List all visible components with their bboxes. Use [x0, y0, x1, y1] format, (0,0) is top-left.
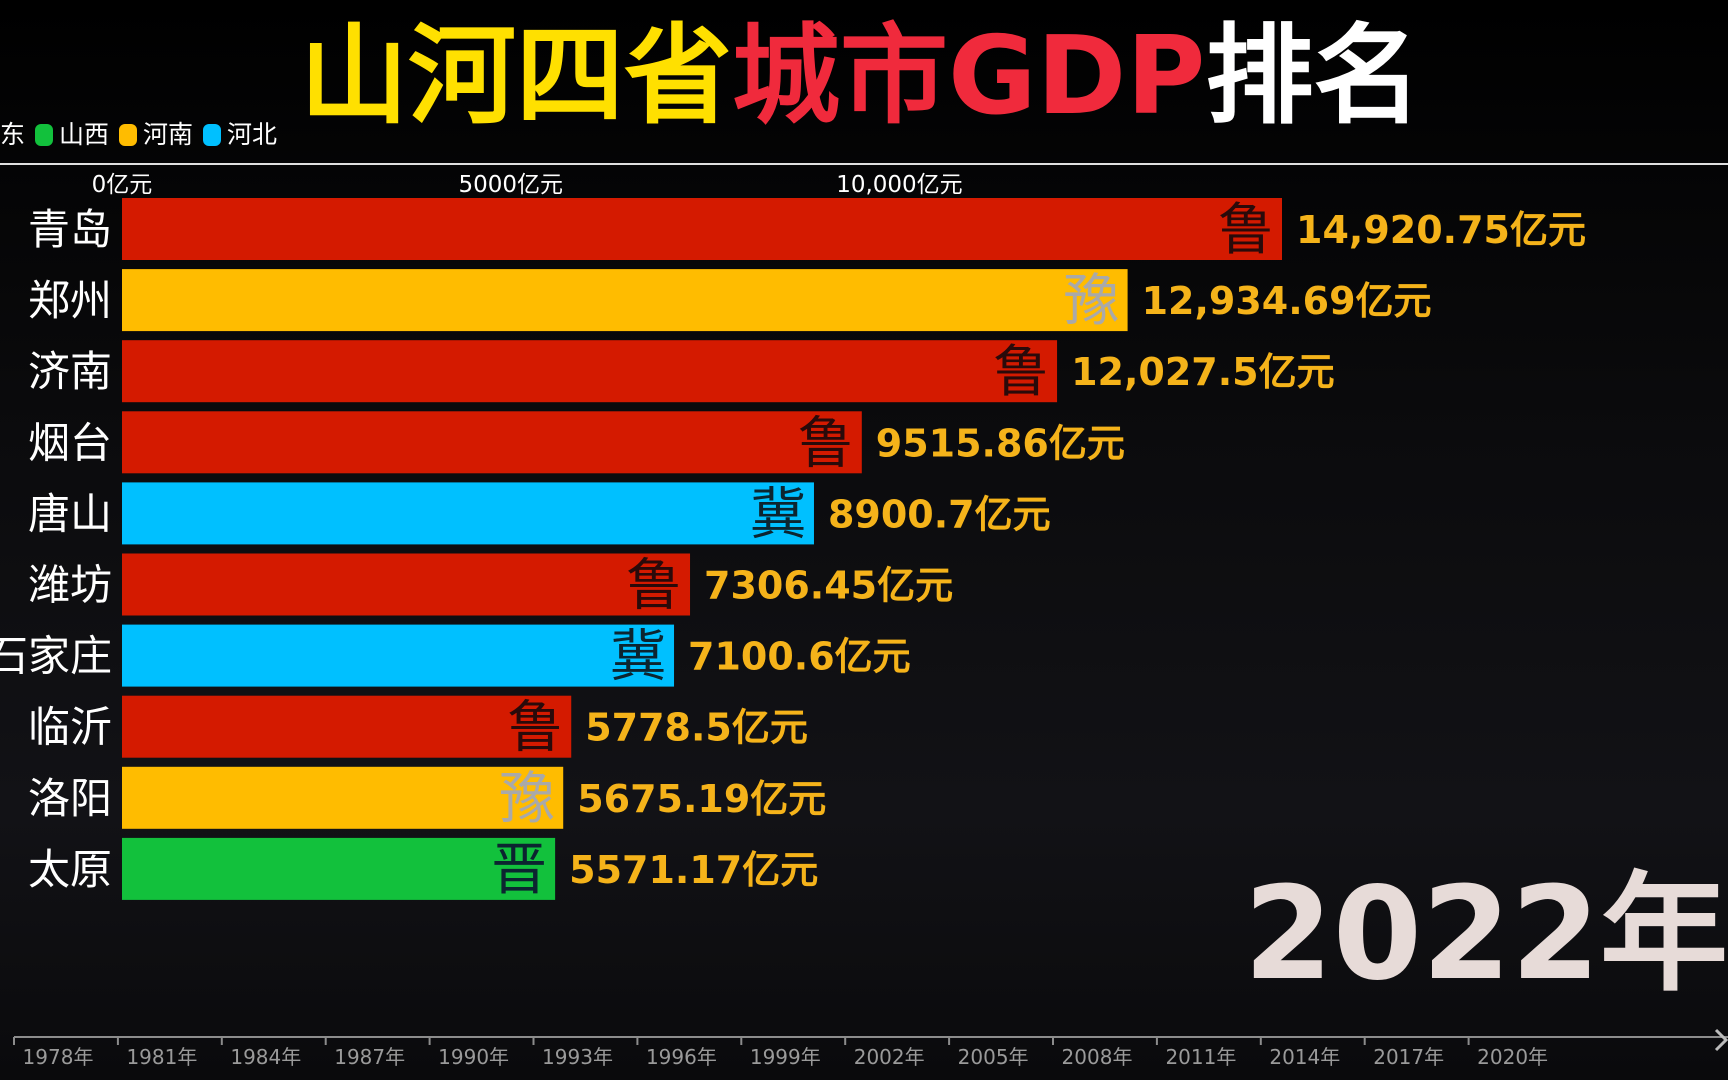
- timeline-label: 1990年: [438, 1045, 509, 1069]
- category-label: 石家庄: [0, 632, 112, 681]
- value-label: 5675.19亿元: [577, 777, 826, 821]
- timeline-label: 1984年: [230, 1045, 301, 1069]
- legend-label: 河北: [227, 120, 278, 149]
- value-label: 12,934.69亿元: [1142, 279, 1432, 323]
- timeline-label: 1978年: [23, 1045, 94, 1069]
- header-divider: [0, 163, 1728, 165]
- bar: [122, 553, 691, 616]
- timeline-label: 2002年: [854, 1045, 925, 1069]
- legend-label: 东: [0, 120, 26, 149]
- legend-swatch: [119, 124, 138, 146]
- category-label: 烟台: [28, 418, 112, 467]
- value-label: 12,027.5亿元: [1071, 350, 1335, 394]
- category-label: 洛阳: [28, 774, 112, 823]
- value-label: 9515.86亿元: [876, 421, 1125, 465]
- timeline-label: 1996年: [646, 1045, 717, 1069]
- province-abbr-label: 鲁: [798, 411, 854, 476]
- chart-title: 山河四省城市GDP排名: [300, 12, 1421, 142]
- title-part-gdp: 城市GDP: [732, 14, 1206, 139]
- value-label: 7100.6亿元: [688, 635, 911, 679]
- x-tick-label: 10,000亿元: [836, 172, 962, 198]
- legend-swatch: [203, 124, 222, 146]
- timeline-label: 1987年: [334, 1045, 405, 1069]
- legend-item-henan[interactable]: 河南: [119, 118, 193, 152]
- timeline-current-marker: [1714, 1028, 1728, 1052]
- category-label: 济南: [28, 347, 112, 396]
- category-label: 临沂: [28, 703, 112, 752]
- timeline-label: 2005年: [958, 1045, 1029, 1069]
- x-tick-label: 0亿元: [92, 172, 153, 198]
- province-abbr-label: 晋: [491, 838, 547, 903]
- timeline-label: 2008年: [1062, 1045, 1133, 1069]
- category-label: 唐山: [28, 489, 112, 538]
- province-abbr-label: 鲁: [507, 696, 563, 761]
- bar: [122, 482, 814, 545]
- province-abbr-label: 豫: [1064, 269, 1120, 334]
- timeline-label: 1981年: [126, 1045, 197, 1069]
- bar: [122, 837, 556, 900]
- x-tick-label: 5000亿元: [458, 172, 563, 198]
- value-label: 5778.5亿元: [585, 706, 808, 750]
- current-year-label: 2022年: [1243, 860, 1728, 1009]
- province-abbr-label: 豫: [499, 767, 555, 832]
- legend-label: 河南: [143, 120, 194, 149]
- bar: [122, 269, 1128, 332]
- title-part-provinces: 山河四省: [300, 14, 733, 139]
- value-label: 5571.17亿元: [569, 848, 818, 892]
- province-abbr-label: 冀: [750, 482, 806, 547]
- province-abbr-label: 冀: [610, 625, 666, 690]
- bar: [122, 340, 1058, 403]
- category-label: 太原: [28, 845, 112, 894]
- legend-label: 山西: [59, 120, 110, 149]
- value-label: 14,920.75亿元: [1296, 208, 1586, 252]
- category-label: 青岛: [28, 205, 112, 254]
- province-abbr-label: 鲁: [626, 554, 682, 619]
- legend-item-shandong[interactable]: 东: [0, 118, 25, 152]
- bar: [122, 198, 1282, 260]
- value-label: 8900.7亿元: [828, 492, 1051, 536]
- legend: 东 山西 河南 河北: [0, 118, 287, 152]
- timeline-label: 2020年: [1477, 1045, 1548, 1069]
- title-part-ranking: 排名: [1205, 14, 1422, 139]
- bar: [122, 695, 572, 758]
- bar: [122, 766, 564, 829]
- timeline-label: 2017年: [1373, 1045, 1444, 1069]
- timeline-label: 2014年: [1269, 1045, 1340, 1069]
- legend-swatch: [35, 124, 54, 146]
- timeline-label: 1993年: [542, 1045, 613, 1069]
- bar: [122, 624, 675, 687]
- category-label: 潍坊: [28, 561, 112, 610]
- value-label: 7306.45亿元: [704, 564, 953, 608]
- bar: [122, 411, 862, 474]
- timeline-label: 1999年: [750, 1045, 821, 1069]
- province-abbr-label: 鲁: [1218, 198, 1274, 263]
- legend-item-hebei[interactable]: 河北: [203, 118, 277, 152]
- province-abbr-label: 鲁: [993, 340, 1049, 405]
- legend-item-shanxi[interactable]: 山西: [35, 118, 109, 152]
- category-label: 郑州: [28, 276, 112, 325]
- timeline-label: 2011年: [1165, 1045, 1236, 1069]
